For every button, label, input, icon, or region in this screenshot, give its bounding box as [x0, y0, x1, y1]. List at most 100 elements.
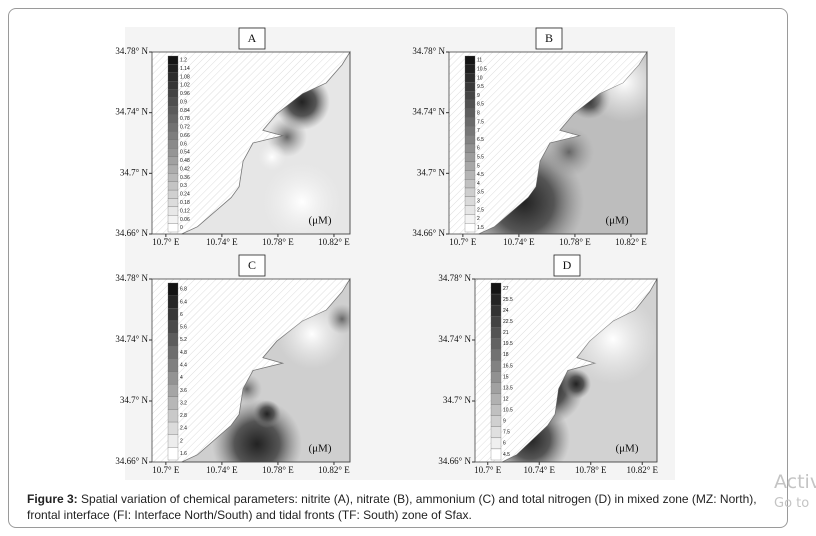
colorbar-swatch: [167, 223, 179, 233]
contour-blob: [212, 399, 302, 462]
colorbar-swatch: [464, 126, 476, 136]
colorbar-label: 0.6: [180, 141, 187, 147]
panel-label-box: [535, 27, 563, 50]
colorbar-label: 19.5: [503, 341, 513, 347]
colorbar-label: 5: [477, 163, 480, 169]
colorbar-swatch: [464, 205, 476, 215]
colorbar-label: 0.42: [180, 166, 190, 172]
lat-label: 34.7° N: [120, 167, 149, 177]
colorbar-swatch: [490, 327, 502, 339]
colorbar-label: 8: [477, 111, 480, 117]
lon-label: 10.74° E: [503, 237, 535, 247]
watermark-line: Go to: [774, 496, 810, 511]
colorbar-label: 0.54: [180, 150, 190, 156]
colorbar-swatch: [167, 295, 179, 309]
colorbar-label: 0.66: [180, 133, 190, 139]
colorbar-label: 24: [503, 308, 509, 314]
colorbar-swatch: [167, 156, 179, 166]
caption: Figure 3: Spatial variation of chemical …: [27, 491, 775, 523]
colorbar-label: 18: [503, 352, 509, 358]
colorbar-swatch: [464, 214, 476, 224]
map-panel: C 34.78° N 34.74° N 34.7° N 34.66° N 10.7° E 1…: [115, 254, 351, 475]
lon-label: 10.78° E: [575, 465, 607, 475]
colorbar-swatch: [464, 91, 476, 101]
lon-label: 10.78° E: [262, 465, 294, 475]
colorbar-label: 21: [503, 330, 509, 336]
colorbar-label: 16.5: [503, 363, 513, 369]
colorbar-swatch: [167, 383, 179, 397]
map-border: [474, 278, 658, 463]
lat-label: 34.74° N: [115, 107, 148, 117]
colorbar-swatch: [167, 164, 179, 174]
lat-label: 34.74° N: [115, 334, 148, 344]
colorbar-swatch: [167, 181, 179, 191]
lat-label: 34.74° N: [412, 107, 445, 117]
caption-label: Figure 3:: [27, 492, 78, 506]
colorbar-swatch: [490, 404, 502, 416]
colorbar-label: 0.12: [180, 208, 190, 214]
colorbar-swatch: [167, 371, 179, 385]
panel-label: B: [545, 31, 553, 45]
colorbar-label: 4: [477, 181, 480, 187]
colorbar-label: 0.72: [180, 125, 190, 131]
colorbar-label: 12: [503, 396, 509, 402]
lon-label: 10.78° E: [559, 237, 591, 247]
colorbar-swatch: [490, 437, 502, 450]
colorbar-label: 2: [477, 216, 480, 222]
lat-label: 34.66° N: [115, 456, 148, 466]
colorbar-swatch: [490, 338, 502, 350]
colorbar-swatch: [490, 360, 502, 372]
colorbar-swatch: [490, 293, 502, 306]
colorbar-label: 0.24: [180, 192, 190, 198]
colorbar-label: 2.5: [477, 207, 484, 213]
lon-label: 10.74° E: [206, 237, 238, 247]
colorbar-label: 0.3: [180, 183, 187, 189]
colorbar-label: 2: [180, 438, 183, 444]
colorbar-label: 25.5: [503, 297, 513, 303]
colorbar-swatch: [464, 152, 476, 162]
colorbar-swatch: [167, 434, 179, 448]
colorbar-swatch: [464, 196, 476, 206]
lat-label: 34.66° N: [412, 228, 445, 238]
colorbar-swatch: [464, 170, 476, 180]
colorbar-label: 10: [477, 75, 483, 81]
colorbar-label: 1.5: [477, 225, 484, 231]
colorbar-label: 4.8: [180, 350, 187, 356]
caption-text: Spatial variation of chemical parameters…: [27, 492, 757, 522]
lon-label: 10.82° E: [318, 237, 350, 247]
lon-label: 10.7° E: [152, 237, 180, 247]
lat-label: 34.7° N: [443, 395, 472, 405]
colorbar-swatch: [167, 80, 179, 90]
colorbar-swatch: [167, 148, 179, 157]
lon-label: 10.82° E: [626, 465, 658, 475]
colorbar-swatch: [490, 382, 502, 394]
colorbar-swatch: [464, 161, 476, 171]
colorbar-swatch: [464, 64, 476, 74]
colorbar-swatch: [167, 333, 179, 347]
colorbar-swatch: [167, 396, 179, 410]
colorbar-label: 3.6: [180, 388, 187, 394]
panel-label: C: [248, 258, 256, 272]
panel-label-box: [238, 27, 266, 50]
colorbar-label: 6: [477, 146, 480, 152]
colorbar-label: 10.5: [503, 408, 513, 414]
colorbar-label: 15: [503, 374, 509, 380]
contour-blob: [561, 369, 592, 399]
colorbar-swatch: [167, 97, 179, 107]
lon-label: 10.7° E: [449, 237, 477, 247]
colorbar-swatch: [167, 320, 179, 334]
colorbar-swatch: [167, 139, 179, 149]
watermark-line: Activ: [774, 471, 816, 493]
colorbar-swatch: [490, 426, 502, 439]
colorbar-swatch: [464, 143, 476, 153]
colorbar-label: 1.02: [180, 83, 190, 89]
lon-label: 10.78° E: [262, 237, 294, 247]
lat-label: 34.78° N: [412, 46, 445, 56]
lat-label: 34.7° N: [120, 395, 149, 405]
panel-label-box: [238, 254, 266, 277]
colorbar-swatch: [167, 358, 179, 372]
colorbar-swatch: [167, 89, 179, 99]
colorbar-label: 6.8: [180, 287, 187, 293]
colorbar-label: 1.14: [180, 66, 190, 72]
